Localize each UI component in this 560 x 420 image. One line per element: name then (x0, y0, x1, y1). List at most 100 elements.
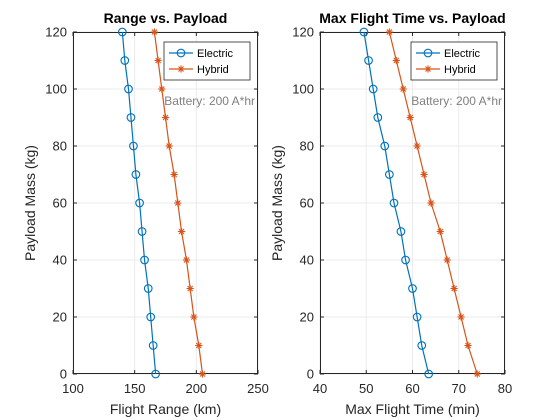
data-point (401, 255, 410, 265)
y-tick-label: 120 (45, 25, 67, 40)
battery-annotation: Battery: 200 A*hr (411, 94, 502, 108)
x-axis-label: Max Flight Time (min) (345, 401, 480, 417)
data-point (158, 85, 166, 93)
asterisk-stroke (428, 200, 434, 206)
axes-box (73, 32, 258, 374)
data-point (177, 227, 186, 236)
asterisk-stroke (444, 257, 451, 263)
asterisk-stroke (386, 29, 393, 35)
legend-marker (176, 48, 186, 58)
series-hybrid (150, 28, 207, 378)
data-point (135, 198, 144, 208)
data-point (195, 341, 203, 350)
legend-label: Hybrid (197, 64, 229, 76)
y-tick-label: 60 (300, 196, 314, 211)
x-tick-label: 60 (405, 381, 419, 396)
legend-entry-electric: Electric (169, 48, 234, 60)
data-point (174, 199, 182, 207)
legend-label: Hybrid (444, 64, 476, 76)
data-point (380, 141, 390, 151)
asterisk-stroke (151, 29, 158, 35)
asterisk-stroke (162, 114, 169, 121)
legend-marker (177, 65, 185, 73)
data-point (473, 370, 481, 378)
x-tick-label: 150 (124, 381, 146, 396)
asterisk-stroke (178, 228, 185, 235)
y-tick-label: 100 (45, 82, 67, 97)
data-point (182, 256, 191, 264)
x-tick-label: 200 (185, 381, 207, 396)
series-hybrid (385, 28, 481, 378)
y-tick-label: 60 (53, 196, 67, 211)
data-point (427, 199, 435, 207)
data-point (170, 170, 178, 179)
y-tick-label: 20 (300, 310, 314, 325)
asterisk-stroke (393, 57, 400, 64)
series-electric (359, 27, 434, 379)
x-tick-label: 40 (313, 381, 327, 396)
data-point (364, 56, 373, 65)
asterisk-stroke (451, 285, 458, 292)
data-point (148, 341, 158, 350)
data-point (396, 227, 406, 236)
data-point (151, 369, 160, 379)
legend-marker (423, 48, 433, 58)
data-point (190, 313, 198, 321)
legend-entry-hybrid: Hybrid (416, 64, 476, 76)
x-tick-label: 70 (452, 381, 466, 396)
asterisk-stroke (158, 86, 165, 92)
data-point (408, 284, 417, 293)
asterisk-stroke (414, 143, 421, 149)
legend-entry-hybrid: Hybrid (169, 64, 229, 76)
data-point (424, 369, 434, 379)
data-point (154, 56, 162, 65)
data-point (120, 56, 130, 65)
data-point (457, 313, 465, 321)
y-tick-label: 20 (53, 310, 67, 325)
axes-box (320, 32, 505, 374)
asterisk-stroke (421, 171, 427, 178)
asterisk-stroke (425, 66, 431, 72)
series-electric (117, 27, 160, 379)
legend: Electric Hybrid (163, 41, 251, 81)
y-tick-label: 0 (307, 367, 314, 382)
data-point (359, 27, 369, 37)
legend-label: Electric (197, 48, 234, 60)
asterisk-stroke (187, 285, 194, 292)
asterisk-stroke (178, 66, 184, 72)
data-point (150, 28, 158, 36)
chart-1: 100 150 200 250 0 20 40 60 80 100 120 Range vs. Pay… (22, 10, 269, 417)
data-point (186, 284, 194, 293)
y-tick-label: 0 (60, 367, 67, 382)
asterisk-stroke (183, 257, 190, 263)
asterisk-stroke (171, 171, 178, 178)
data-point (392, 56, 400, 65)
data-point (450, 284, 458, 293)
legend-box (410, 41, 498, 81)
chart-title: Range vs. Payload (104, 10, 228, 26)
legend-label: Electric (444, 48, 481, 60)
data-point (464, 341, 472, 350)
x-tick-label: 100 (62, 381, 84, 396)
y-tick-label: 80 (300, 139, 314, 154)
legend-marker (424, 65, 432, 73)
y-tick-label: 120 (292, 25, 314, 40)
series-line (363, 31, 430, 375)
y-axis-label: Payload Mass (kg) (269, 145, 285, 261)
asterisk-stroke (400, 86, 407, 92)
data-point (143, 284, 153, 293)
data-point (436, 227, 444, 236)
asterisk-stroke (437, 228, 444, 235)
data-point (165, 142, 173, 150)
series-line (121, 31, 157, 375)
data-point (198, 370, 207, 378)
data-point (417, 341, 427, 350)
asterisk-stroke (407, 114, 414, 121)
chart-title: Max Flight Time vs. Payload (319, 10, 505, 26)
legend-box (163, 41, 251, 81)
asterisk-stroke (155, 57, 162, 64)
data-point (406, 113, 414, 122)
data-point (443, 256, 451, 264)
data-point (368, 84, 378, 94)
